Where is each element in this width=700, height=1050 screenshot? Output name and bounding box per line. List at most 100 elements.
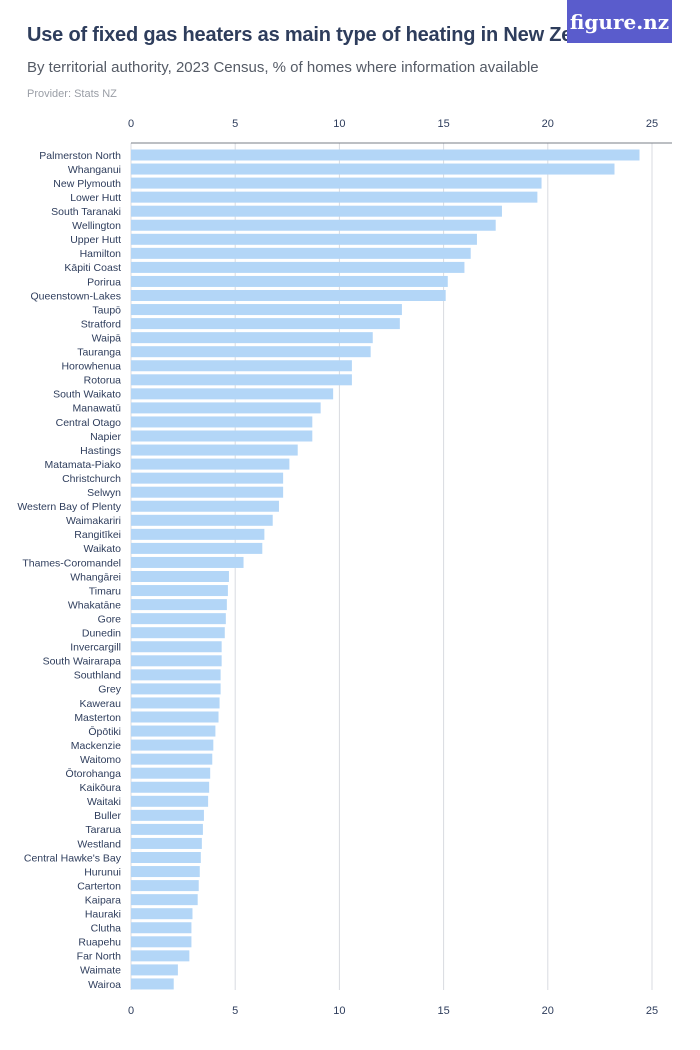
bar: [131, 233, 477, 245]
category-label: Buller: [94, 810, 121, 822]
bar: [131, 360, 352, 372]
bar: [131, 823, 203, 835]
bar: [131, 697, 220, 709]
x-tick-label-top: 25: [646, 118, 658, 130]
bar: [131, 430, 313, 442]
figure-nz-logo[interactable]: figure.nz: [567, 0, 672, 43]
x-tick-label-top: 0: [128, 118, 134, 130]
bar: [131, 261, 465, 273]
x-tick-label-bottom: 25: [646, 1005, 658, 1017]
category-label: Selwyn: [87, 487, 121, 499]
category-label: South Taranaki: [51, 206, 121, 218]
bar: [131, 416, 313, 428]
category-label: Taupō: [92, 304, 121, 316]
bar: [131, 374, 352, 386]
category-label: Central Otago: [56, 417, 122, 429]
category-label: Palmerston North: [39, 150, 121, 162]
bar: [131, 388, 334, 400]
category-label: Waipā: [92, 332, 122, 344]
bar: [131, 669, 221, 681]
bar: [131, 402, 321, 414]
bar: [131, 571, 229, 582]
bar: [131, 599, 227, 611]
category-label: Dunedin: [82, 628, 121, 640]
category-label: Ruapehu: [78, 937, 121, 949]
x-tick-label-bottom: 15: [437, 1005, 449, 1017]
category-label: Whangārei: [70, 571, 121, 583]
bar: [131, 894, 198, 906]
x-tick-label-top: 10: [333, 118, 345, 130]
category-label: Hastings: [80, 445, 121, 457]
category-label: Kawerau: [80, 698, 122, 710]
bar: [131, 275, 448, 287]
category-label: Waikato: [83, 543, 121, 555]
bar: [131, 304, 402, 316]
bar: [131, 486, 284, 498]
category-label: Tauranga: [77, 347, 121, 359]
bar: [131, 725, 216, 737]
bars: [131, 149, 640, 990]
category-label: Waitaki: [87, 796, 121, 808]
bar: [131, 641, 222, 653]
bar: [131, 556, 244, 568]
category-label: Queenstown-Lakes: [31, 290, 121, 302]
category-label: Napier: [90, 431, 121, 443]
x-tick-label-top: 20: [542, 118, 554, 130]
bar: [131, 177, 542, 189]
bar: [131, 542, 263, 554]
category-label: Gore: [98, 613, 122, 625]
category-label: Manawatū: [73, 403, 122, 415]
category-label: Ōtorohanga: [66, 768, 122, 780]
category-label: Carterton: [77, 880, 121, 892]
category-label: Clutha: [91, 923, 122, 935]
bar: [131, 191, 538, 203]
bar: [131, 247, 471, 259]
x-tick-label-top: 15: [437, 118, 449, 130]
bar: [131, 908, 193, 920]
bar: [131, 711, 219, 723]
bar: [131, 346, 371, 358]
bar: [131, 613, 226, 625]
bar: [131, 655, 222, 667]
bar: [131, 332, 373, 344]
chart-subtitle: By territorial authority, 2023 Census, %…: [27, 59, 539, 76]
category-label: Grey: [98, 684, 122, 696]
bar: [131, 318, 400, 330]
category-label: Timaru: [89, 585, 121, 597]
category-label: Wellington: [72, 220, 121, 232]
data-provider: Provider: Stats NZ: [27, 88, 117, 100]
category-label: Rotorua: [84, 375, 122, 387]
category-label: Stratford: [81, 318, 121, 330]
category-label: Waimate: [80, 965, 121, 977]
x-tick-label-bottom: 0: [128, 1005, 134, 1017]
category-label: Kaikōura: [80, 782, 122, 794]
bar: [131, 219, 496, 231]
bar: [131, 922, 192, 934]
category-label: Whanganui: [68, 164, 121, 176]
category-label: Wairoa: [88, 979, 121, 991]
bar: [131, 978, 174, 990]
category-label: South Wairarapa: [43, 656, 122, 668]
x-tick-label-top: 5: [232, 118, 238, 130]
category-label: Tararua: [85, 824, 121, 836]
bar: [131, 880, 199, 892]
category-label: Ōpōtiki: [88, 726, 121, 738]
x-tick-label-bottom: 10: [333, 1005, 345, 1017]
bar: [131, 739, 214, 751]
category-label: South Waikato: [53, 389, 121, 401]
category-label: Christchurch: [62, 473, 121, 485]
bar: [131, 205, 502, 217]
category-label: Lower Hutt: [70, 192, 121, 204]
category-label: Horowhenua: [61, 361, 121, 373]
bar: [131, 585, 228, 597]
bar: [131, 500, 279, 512]
category-label: Westland: [77, 838, 121, 850]
bar: [131, 809, 204, 821]
bar: [131, 837, 202, 849]
bar: [131, 866, 200, 878]
x-tick-label-bottom: 5: [232, 1005, 238, 1017]
bar: [131, 683, 221, 695]
category-label: Invercargill: [70, 642, 121, 654]
category-label: Rangitīkei: [74, 529, 121, 541]
